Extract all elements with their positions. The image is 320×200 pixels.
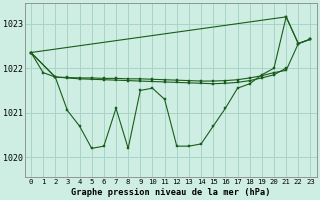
X-axis label: Graphe pression niveau de la mer (hPa): Graphe pression niveau de la mer (hPa) bbox=[71, 188, 270, 197]
